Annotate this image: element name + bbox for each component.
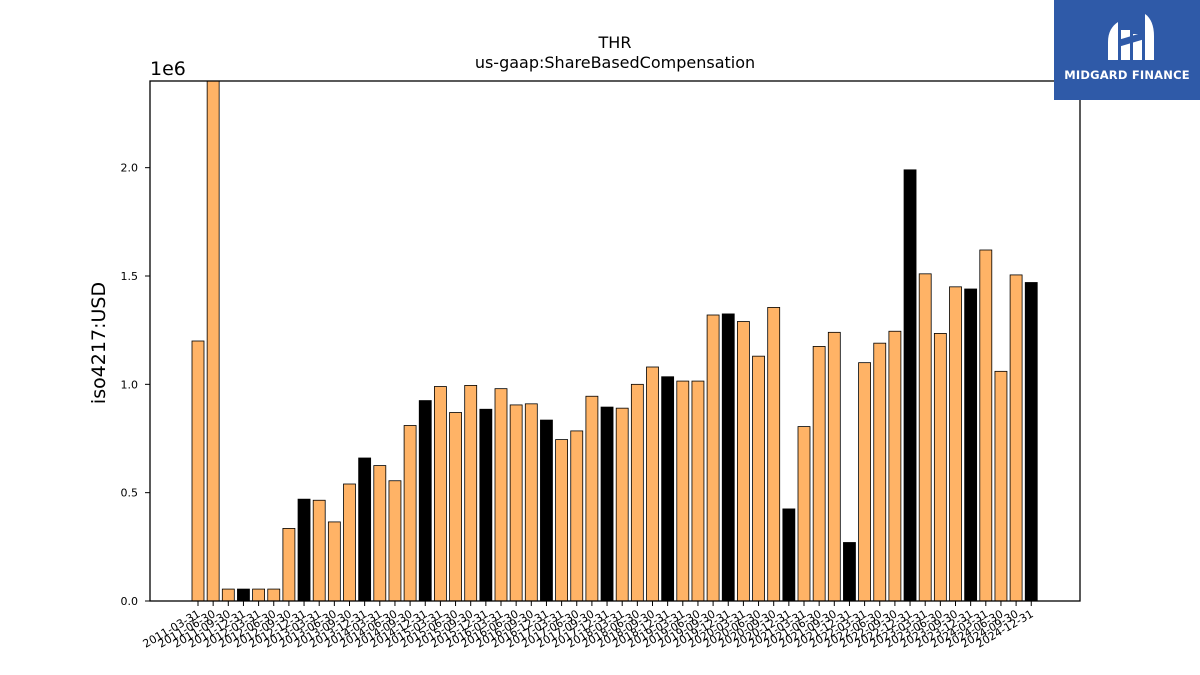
bar-2015-06-30 [449, 412, 462, 602]
y-tick-label: 1.0 [121, 378, 139, 391]
bar-2018-12-31 [661, 376, 675, 602]
bar-2013-09-30 [343, 483, 356, 602]
bar-2014-06-30 [388, 480, 402, 602]
bar-2015-12-31 [479, 408, 493, 602]
bar-2013-12-31 [358, 457, 372, 602]
y-tick-label: 0.0 [121, 595, 139, 608]
bar-2016-12-31 [540, 419, 553, 602]
logo-text: MIDGARD FINANCE [1064, 68, 1190, 82]
chart-subtitle: us-gaap:ShareBasedCompensation [475, 53, 755, 72]
bar-2011-09-30 [221, 588, 235, 602]
bar-2016-03-31 [494, 388, 508, 602]
x-ticks-group: 2011-03-312011-06-302011-09-302011-12-31… [141, 601, 1036, 651]
bar-2012-03-31 [252, 588, 266, 602]
bar-2022-12-31 [903, 169, 917, 602]
bar-2013-03-31 [312, 499, 326, 602]
bar-2023-12-31 [964, 288, 978, 602]
bar-2011-12-31 [237, 588, 250, 602]
bar-2023-03-31 [918, 273, 932, 602]
bar-2015-03-31 [433, 386, 447, 602]
bar-2024-09-30 [1009, 274, 1023, 602]
bar-2023-06-30 [933, 333, 947, 602]
bar-2017-06-30 [570, 430, 584, 602]
plot-frame [149, 80, 1081, 602]
chart-title: THR [598, 33, 632, 52]
bar-2020-03-31 [737, 321, 750, 602]
y-tick-label: 0.5 [121, 487, 139, 500]
bar-2022-06-30 [873, 342, 887, 602]
bar-2016-09-30 [524, 403, 538, 602]
y-axis-label: iso4217:USD [88, 282, 110, 404]
bar-2023-09-30 [949, 286, 962, 602]
midgard-finance-logo: MIDGARD FINANCE [1054, 0, 1200, 100]
bar-2016-06-30 [509, 404, 523, 602]
bar-2012-09-30 [282, 528, 296, 602]
bar-2019-06-30 [691, 380, 705, 602]
bar-2021-06-30 [812, 346, 826, 602]
y-tick-label: 2.0 [121, 162, 139, 175]
bar-2021-03-31 [797, 426, 811, 602]
bar-2020-06-30 [752, 355, 765, 602]
bar-2012-06-30 [267, 588, 281, 602]
bar-2014-03-31 [373, 465, 387, 602]
bar-2011-06-30 [206, 80, 220, 602]
bar-2017-12-31 [600, 406, 614, 602]
bar-2021-12-31 [843, 542, 856, 602]
bar-2022-09-30 [888, 330, 902, 602]
y-ticks-group: 0.0 0.5 1.0 1.5 2.0 [121, 162, 150, 608]
bar-2017-09-30 [585, 395, 599, 602]
bar-2024-12-31 [1024, 282, 1038, 602]
bar-2019-03-31 [676, 380, 690, 602]
bar-2018-03-31 [615, 407, 629, 602]
bar-2018-09-30 [646, 366, 659, 602]
bar-2024-03-31 [979, 249, 993, 602]
bar-2020-09-30 [767, 307, 781, 602]
bar-2011-03-31 [191, 340, 205, 602]
bar-2012-12-31 [297, 498, 311, 602]
bar-2018-06-30 [630, 383, 644, 602]
bar-2014-12-31 [418, 400, 432, 602]
bar-2019-09-30 [706, 314, 720, 602]
bars-group [191, 80, 1038, 602]
bar-2020-12-31 [782, 508, 796, 602]
bar-2017-03-31 [555, 439, 568, 602]
bar-2022-03-31 [858, 362, 871, 602]
bar-2014-09-30 [403, 425, 417, 602]
y-multiplier-label: 1e6 [150, 58, 186, 80]
midgard-h-icon [1108, 14, 1154, 60]
bar-2024-06-30 [994, 370, 1008, 602]
bar-2013-06-30 [327, 521, 341, 602]
bar-2015-09-30 [464, 385, 478, 602]
y-tick-label: 1.5 [121, 270, 139, 283]
bar-2021-09-30 [827, 331, 841, 602]
bar-2019-12-31 [721, 313, 735, 602]
